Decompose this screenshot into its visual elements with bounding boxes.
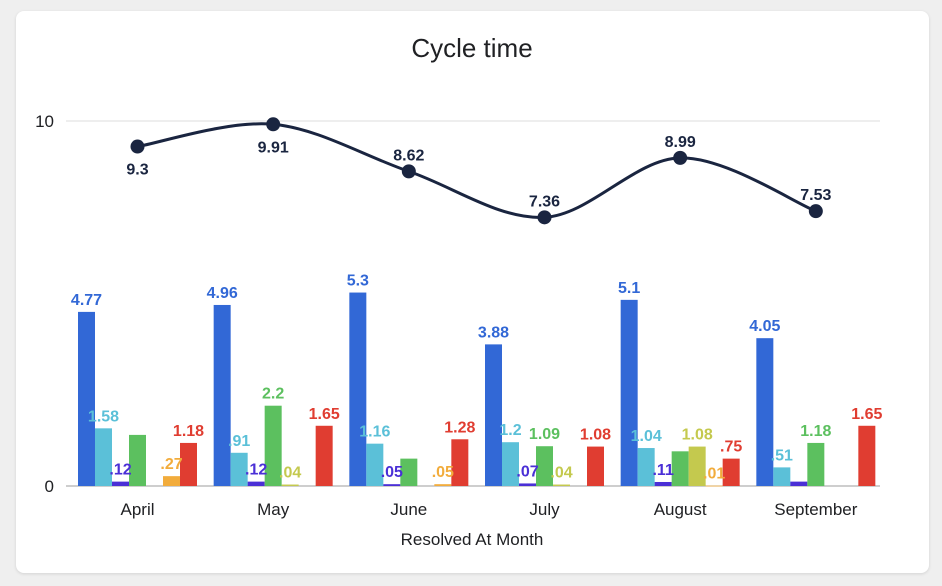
bar <box>180 442 197 486</box>
bar <box>553 484 570 486</box>
bar <box>587 446 604 486</box>
bar <box>112 481 129 486</box>
bar-data-label: .01 <box>703 466 725 483</box>
bar-data-label: 1.2 <box>499 422 521 439</box>
bar-data-label: .27 <box>160 456 182 473</box>
gridlines <box>66 120 880 487</box>
bar <box>213 304 231 486</box>
bar-data-label: 4.77 <box>71 292 102 309</box>
bar <box>383 484 401 486</box>
line-point <box>130 139 145 154</box>
line-point <box>537 210 552 225</box>
bar-data-label: 5.1 <box>618 280 640 297</box>
bar-data-label: 4.96 <box>207 285 238 302</box>
bar <box>230 452 248 486</box>
bar-data-label: 1.65 <box>851 406 882 423</box>
bar <box>485 344 502 486</box>
bar <box>366 443 384 486</box>
x-tick-label: June <box>390 500 427 519</box>
bar-data-label: 5.3 <box>347 273 369 290</box>
bar-data-label: 4.05 <box>749 318 780 335</box>
bar-data-label: 1.18 <box>173 423 204 440</box>
bar-series <box>78 292 876 487</box>
x-tick-label: August <box>654 500 707 519</box>
bar <box>688 446 706 486</box>
x-tick-label: September <box>774 500 857 519</box>
bar <box>756 338 774 486</box>
bar <box>129 434 146 486</box>
bar-data-label: 2.2 <box>262 386 284 403</box>
line-series: 9.3 9.91 8.62 7.36 8.99 7.53 <box>126 117 832 225</box>
bar <box>807 442 825 486</box>
bar <box>349 292 367 486</box>
bar-data-label: 1.65 <box>309 406 340 423</box>
x-tick-label: July <box>529 500 560 519</box>
bar-data-label: 1.28 <box>444 419 475 436</box>
bar-data-label: 1.58 <box>88 408 119 425</box>
bar <box>705 485 723 487</box>
bar <box>315 425 333 486</box>
bar <box>620 299 638 486</box>
line-point <box>808 204 823 219</box>
cycle-time-line <box>137 122 817 219</box>
bar-data-label: .04 <box>279 465 301 482</box>
bar-data-label: .04 <box>550 465 572 482</box>
y-axis-ticks: 0 10 <box>35 112 54 496</box>
bar-data-labels: 4.77 1.58 .12 .27 1.18 4.96 .91 .12 2.2 .04 1.65 5.… <box>71 273 883 483</box>
bar-data-label: .11 <box>652 462 673 479</box>
cycle-time-chart: Cycle time Resolved At Month 0 10 4.77 1.5… <box>35 33 883 549</box>
bar-data-label: .05 <box>432 464 454 481</box>
bar-data-label: 1.09 <box>529 426 560 443</box>
bar <box>722 458 740 486</box>
line-data-label: 9.3 <box>126 162 148 179</box>
bar-data-label: .12 <box>245 462 267 479</box>
y-tick-label: 10 <box>35 112 54 131</box>
line-data-label: 8.99 <box>665 134 696 151</box>
chart-card: Cycle time Resolved At Month 0 10 4.77 1.5… <box>16 11 929 573</box>
bar <box>671 451 689 486</box>
bar <box>637 448 655 486</box>
line-point <box>266 117 281 132</box>
bar-data-label: 1.04 <box>631 428 662 445</box>
x-tick-label: May <box>257 500 290 519</box>
line-point <box>401 164 416 179</box>
bar <box>451 439 469 486</box>
chart-title: Cycle time <box>411 33 532 63</box>
bar <box>536 446 553 486</box>
bar-data-label: .91 <box>228 433 250 450</box>
bar <box>264 405 282 486</box>
x-axis-ticks: April May June July August September <box>120 500 857 519</box>
bar-data-label: 1.08 <box>682 427 713 444</box>
bar <box>95 428 112 486</box>
bar-data-label: 1.16 <box>359 424 390 441</box>
bar <box>163 476 180 486</box>
x-tick-label: April <box>120 500 154 519</box>
bar-data-label: .75 <box>720 439 742 456</box>
y-tick-label: 0 <box>45 477 54 496</box>
bar-data-label: .05 <box>381 464 403 481</box>
x-axis-title: Resolved At Month <box>401 530 544 549</box>
bar <box>400 458 418 486</box>
line-data-label: 9.91 <box>258 139 289 156</box>
line-data-label: 7.36 <box>529 193 560 210</box>
bar-data-label: 1.08 <box>580 427 611 444</box>
bar <box>773 467 791 486</box>
bar <box>858 425 876 486</box>
bar-data-label: .07 <box>516 463 538 480</box>
bar <box>78 311 95 486</box>
bar <box>281 484 299 486</box>
bar <box>790 481 808 486</box>
bar-data-label: 3.88 <box>478 324 509 341</box>
bar-data-label: .12 <box>109 462 131 479</box>
bar-data-label: 1.18 <box>800 423 831 440</box>
bar <box>434 484 452 486</box>
bar <box>502 442 519 486</box>
line-point <box>673 150 688 165</box>
bar <box>247 481 265 486</box>
bar <box>519 483 536 486</box>
bar <box>654 481 672 486</box>
bar-data-label: .51 <box>771 447 793 464</box>
line-data-label: 7.53 <box>800 187 831 204</box>
line-data-label: 8.62 <box>393 147 424 164</box>
